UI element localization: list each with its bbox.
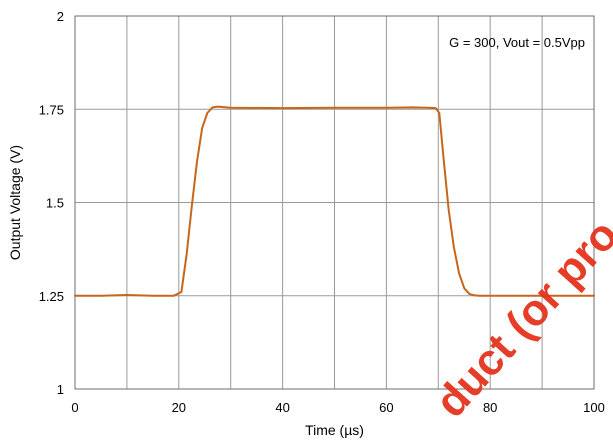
tick-labels: 0 20 40 60 80 100 1 1.25 1.5 1.75 2 — [39, 9, 605, 415]
y-tick-label: 2 — [57, 9, 64, 24]
annotation-label: G = 300, Vout = 0.5Vpp — [449, 35, 585, 50]
x-tick-label: 20 — [172, 400, 186, 415]
y-axis-title: Output Voltage (V) — [7, 145, 23, 260]
y-tick-label: 1.25 — [39, 289, 64, 304]
x-axis-title: Time (µs) — [305, 422, 364, 438]
x-tick-label: 100 — [583, 400, 605, 415]
x-tick-label: 40 — [275, 400, 289, 415]
y-tick-label: 1 — [57, 382, 64, 397]
x-tick-label: 80 — [483, 400, 497, 415]
plot-frame — [74, 15, 595, 390]
series-layer — [74, 105, 595, 297]
y-tick-label: 1.75 — [39, 102, 64, 117]
x-tick-label: 0 — [71, 400, 78, 415]
x-tick-label: 60 — [379, 400, 393, 415]
y-tick-label: 1.5 — [46, 196, 64, 211]
series-line — [74, 105, 595, 297]
